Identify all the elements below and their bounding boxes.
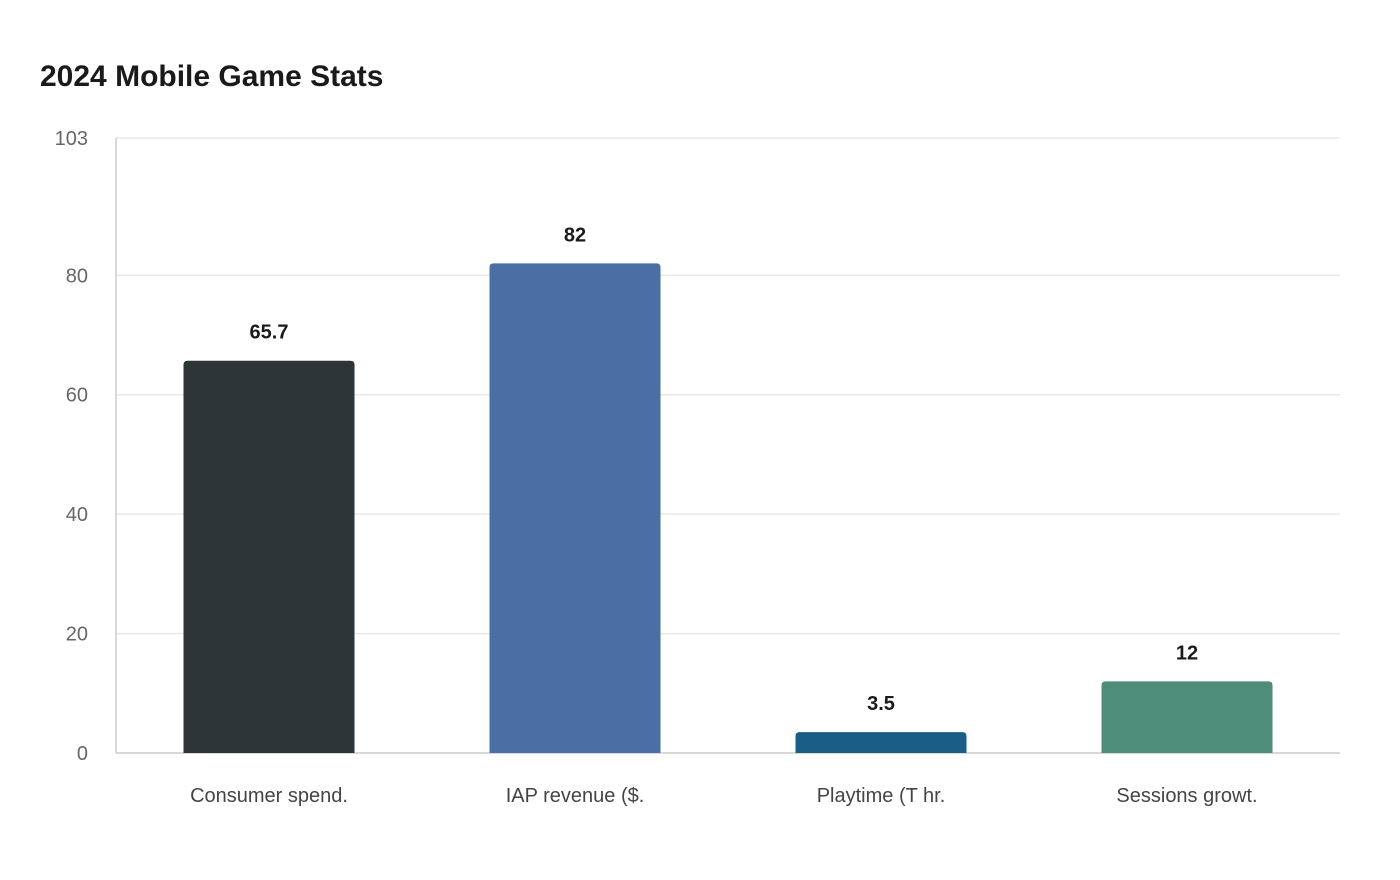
value-label: 3.5: [867, 693, 895, 715]
y-tick-label: 20: [66, 624, 88, 646]
x-category-label: Playtime (T hr.: [817, 785, 946, 807]
y-tick-label: 80: [66, 265, 88, 287]
bar-1: [183, 360, 355, 753]
y-tick-label: 103: [55, 128, 88, 150]
value-label: 65.7: [250, 322, 289, 344]
y-tick-label: 40: [66, 504, 88, 526]
bar-2: [489, 263, 661, 753]
value-label: 12: [1176, 642, 1198, 664]
label-layer: 0 20 40 60 80 103 65.7 Consumer spend. 82 IAP rev…: [55, 128, 1258, 807]
y-tick-label: 60: [66, 385, 88, 407]
x-category-label: IAP revenue ($.: [506, 785, 645, 807]
bar-3: [795, 732, 967, 753]
bar-4: [1101, 681, 1273, 753]
chart-title: 2024 Mobile Game Stats: [40, 60, 384, 93]
x-category-label: Consumer spend.: [190, 785, 348, 807]
y-tick-label: 0: [77, 743, 88, 765]
value-label: 82: [564, 224, 586, 246]
bar-layer: [183, 263, 1273, 753]
x-category-label: Sessions growt.: [1116, 785, 1257, 807]
